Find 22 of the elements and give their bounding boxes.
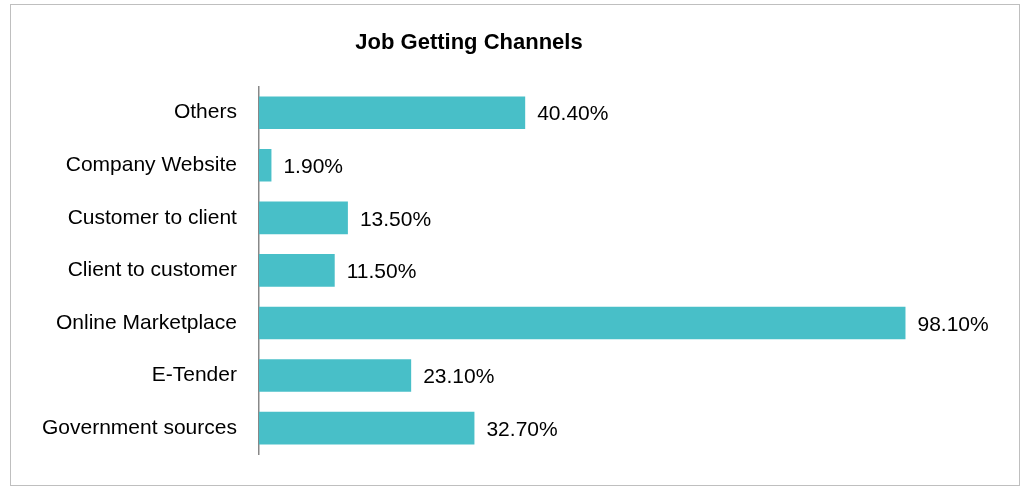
data-label: 13.50% [359,206,432,230]
bar [258,148,272,182]
data-label: 98.10% [917,311,989,335]
bar [258,96,526,129]
y-tick-label: E-Tender [151,362,237,386]
data-label: 40.40% [537,101,609,125]
data-label: 1.90% [283,154,343,178]
data-label: 23.10% [423,364,495,388]
y-tick-label: Customer to client [67,204,238,228]
bar [258,359,412,392]
bar [258,201,348,235]
bar [258,254,335,287]
data-label: 11.50% [346,259,417,283]
data-label: 32.70% [486,416,558,440]
y-tick-label: Company Website [65,152,237,176]
bar [258,306,906,340]
y-tick-label: Government sources [41,414,237,438]
y-tick-label: Others [173,99,237,123]
bar [258,411,475,445]
y-tick-label: Client to customer [67,257,237,281]
chart-title: Job Getting Channels [355,29,583,55]
y-tick-label: Online Marketplace [55,309,237,333]
